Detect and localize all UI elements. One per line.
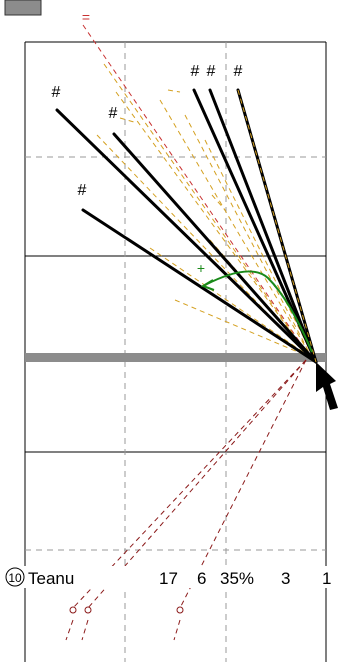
hash-mark-1: # xyxy=(52,84,61,101)
player-name: Teanu xyxy=(28,569,74,588)
route-5 xyxy=(208,88,318,364)
player-row-backdrop xyxy=(4,566,336,588)
player-stat-1: 17 xyxy=(159,569,178,588)
player-badge-circle xyxy=(5,567,25,587)
dashed-lower-lines xyxy=(65,359,307,641)
route-3 xyxy=(81,208,318,364)
route-2 xyxy=(112,132,318,364)
player-stat-2: 6 xyxy=(197,569,206,588)
hash-mark-3: # xyxy=(78,182,87,199)
player-stat-4: 3 xyxy=(281,569,290,588)
green-route xyxy=(200,270,313,353)
route-6-highlight xyxy=(237,89,317,363)
dashed-red-line xyxy=(82,24,313,361)
route-1 xyxy=(55,108,318,364)
plus-mark: + xyxy=(197,260,205,276)
route-6 xyxy=(236,88,318,364)
field-frame xyxy=(24,41,327,662)
hash-mark-6: # xyxy=(234,63,243,80)
hash-mark-4: # xyxy=(191,63,200,80)
player-stat-5: 1 xyxy=(322,569,331,588)
main-arrowhead xyxy=(316,362,338,410)
player-row[interactable]: 10 Teanu 17 6 35% 3 1 xyxy=(4,566,336,588)
corner-tab[interactable] xyxy=(4,0,42,16)
route-origin-dots xyxy=(69,606,184,614)
player-badge: 10 xyxy=(8,571,22,585)
hash-mark-2: # xyxy=(109,105,118,122)
route-lines xyxy=(55,88,318,364)
hash-mark-5: # xyxy=(207,63,216,80)
equals-mark: = xyxy=(82,9,90,25)
scrimmage-band xyxy=(25,353,326,362)
player-stat-3: 35% xyxy=(220,569,254,588)
dashed-orange-lines xyxy=(96,63,315,359)
